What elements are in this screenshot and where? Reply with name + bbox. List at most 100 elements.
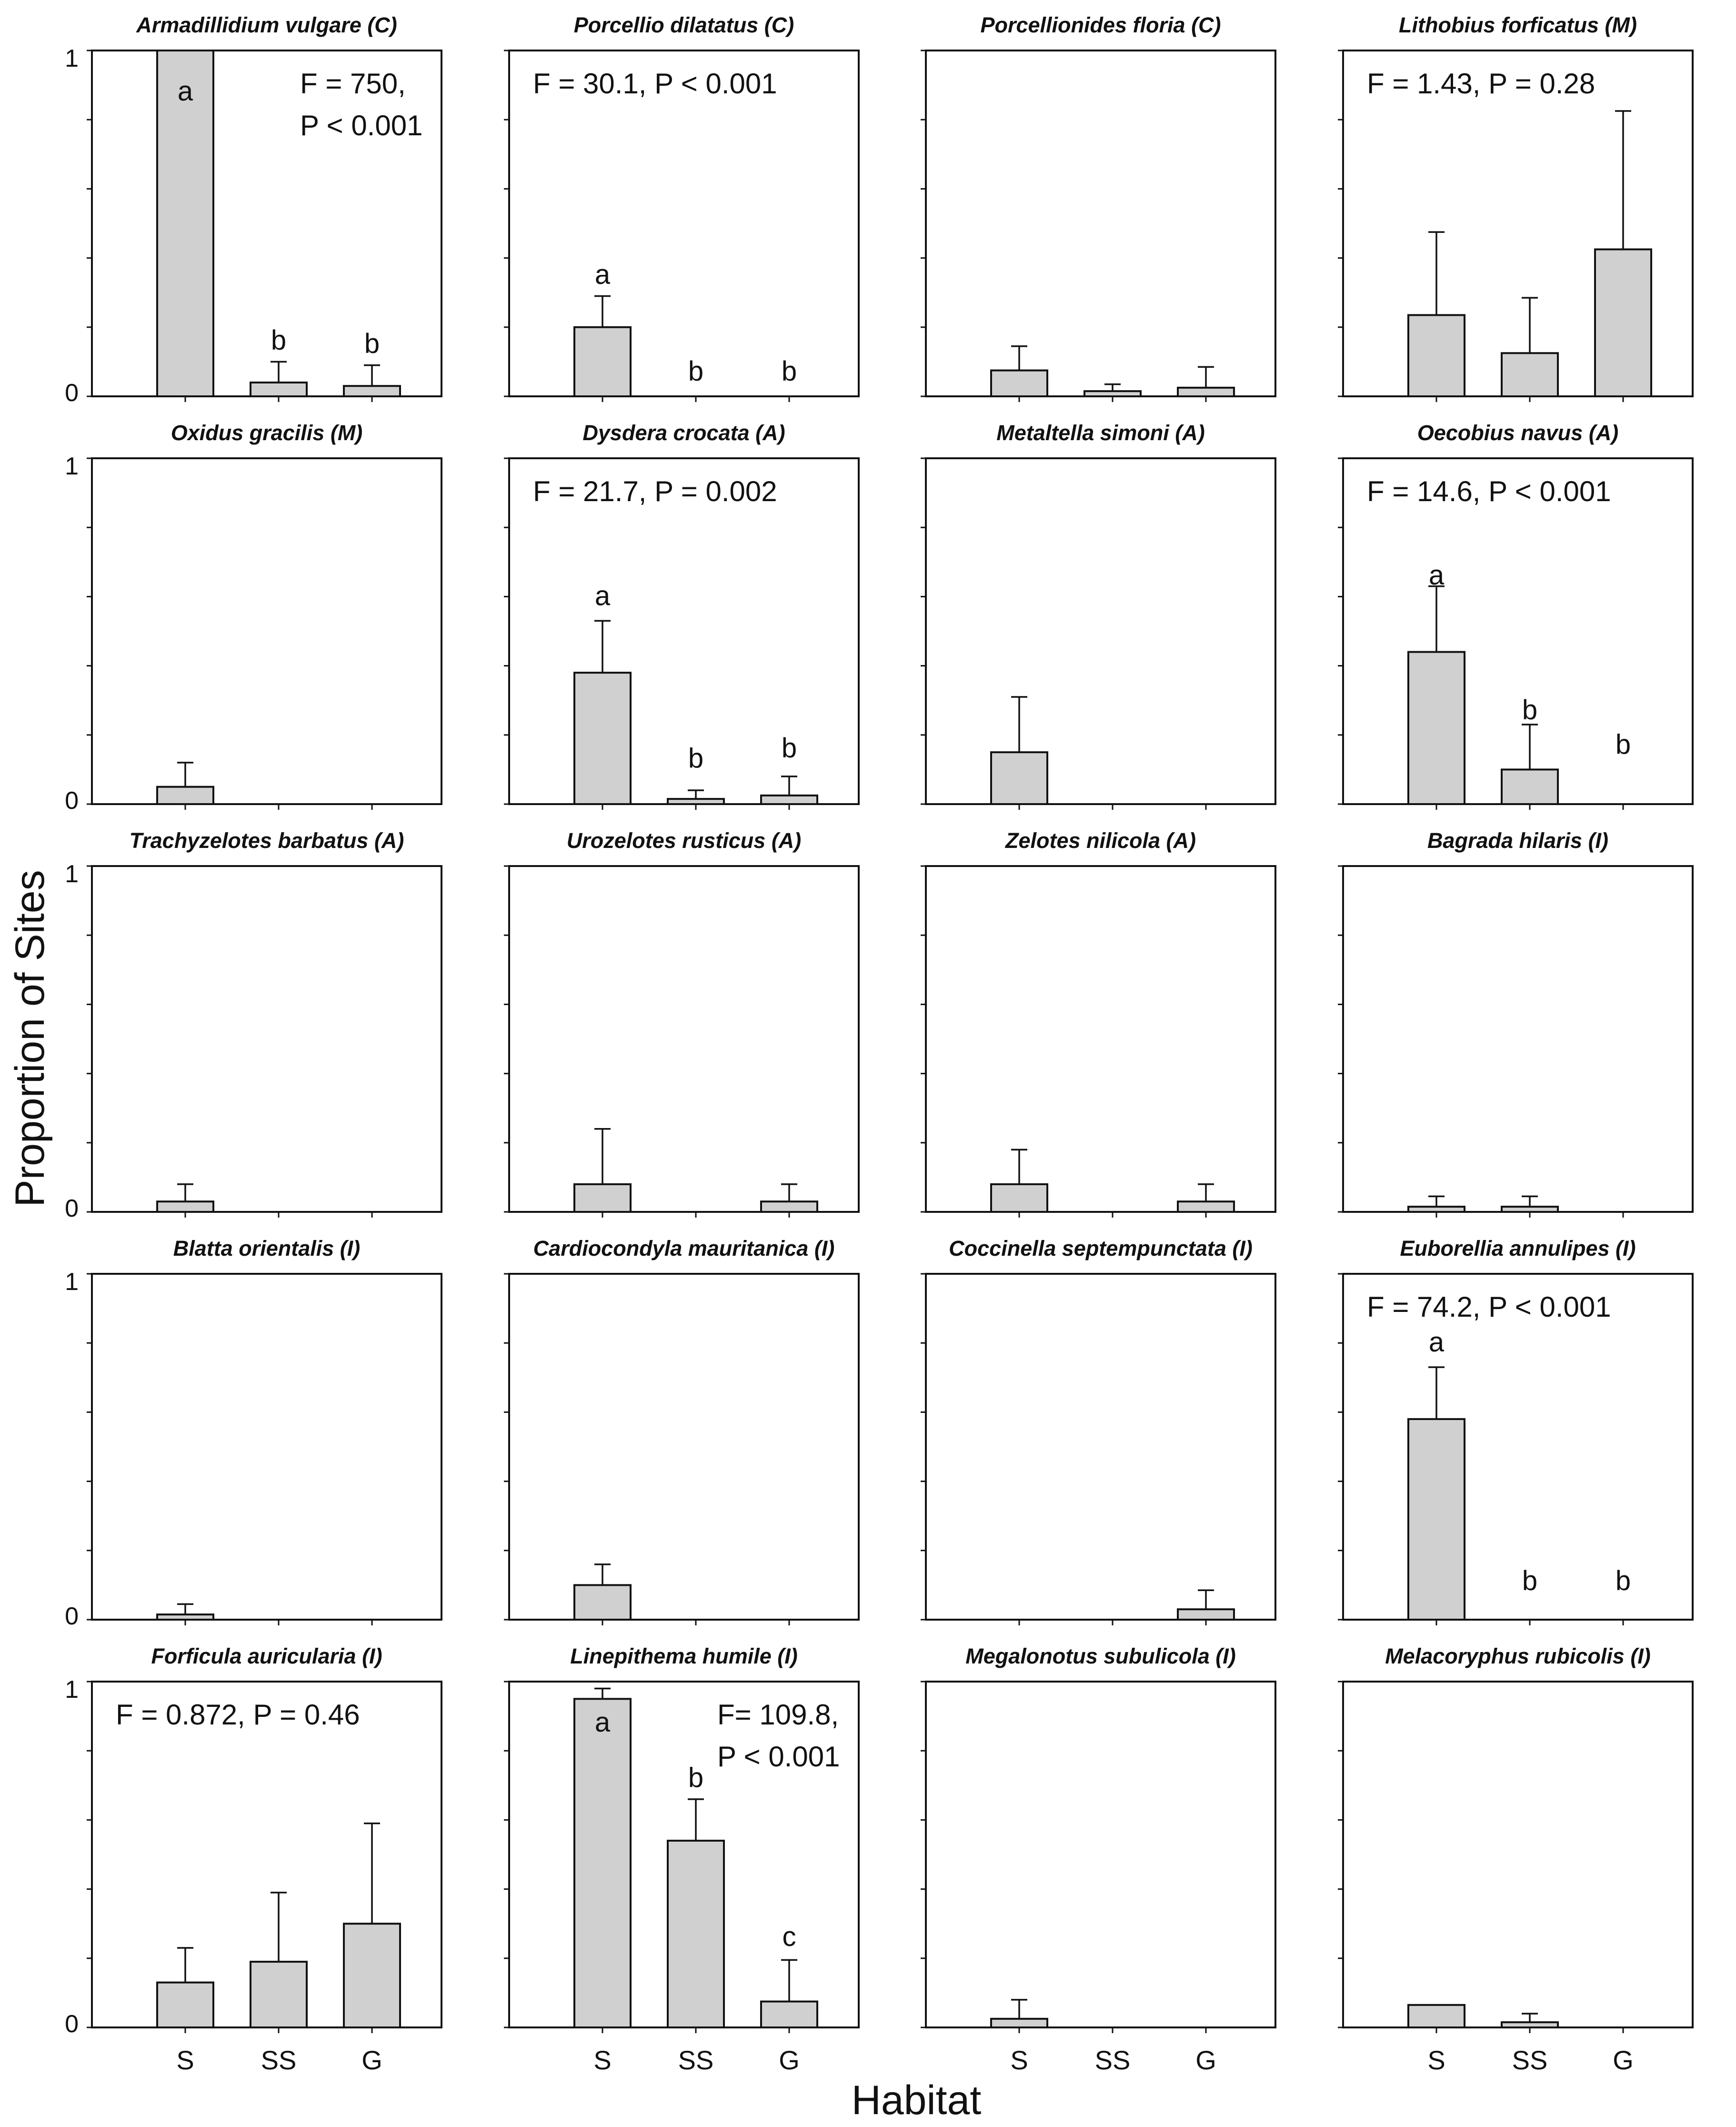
panel-title: Armadillidium vulgare (C) [136, 13, 397, 37]
bar-s [1407, 314, 1465, 398]
plot-frame [925, 457, 1276, 805]
plot-frame [508, 865, 860, 1213]
panel-17: Forficula auricularia (I) 0 1 F = 0.872, P … [65, 1644, 442, 2075]
panel-14: Cardiocondyla mauritanica (I) [504, 1236, 860, 1625]
bar-g [1594, 248, 1652, 397]
panel-16: Euborellia annulipes (I) a b b F = 74.2, P <… [1338, 1236, 1694, 1625]
bar-g [343, 385, 401, 397]
bar-ss [1501, 352, 1559, 397]
panel-2: Porcellio dilatatus (C) a b b F = 30.1, P < … [504, 13, 860, 402]
plot-frame [91, 865, 442, 1213]
bar-s [1407, 1418, 1465, 1621]
y-tick-label-0: 0 [65, 2010, 79, 2038]
plot-frame [925, 1681, 1276, 2028]
x-axis-label: Habitat [852, 2077, 982, 2123]
x-tick-label-s: S [593, 2045, 611, 2075]
significance-letter: b [782, 356, 797, 387]
y-tick-label-1: 1 [65, 860, 79, 888]
panel-20: Melacoryphus rubicolis (I)S SS G [1338, 1644, 1694, 2075]
bar-s [573, 1183, 632, 1213]
significance-letter: b [1616, 729, 1631, 760]
significance-letter: b [364, 328, 380, 359]
x-tick-label-ss: SS [678, 2045, 714, 2075]
panel-title: Metaltella simoni (A) [996, 421, 1205, 445]
significance-letter: a [1429, 560, 1445, 591]
y-tick-label-1: 1 [65, 45, 79, 72]
panel-11: Zelotes nilicola (A) [921, 828, 1276, 1218]
plot-frame [925, 50, 1276, 397]
panel-1: Armadillidium vulgare (C) 0 1 a b b F = 750, P … [65, 13, 442, 407]
significance-letter: b [688, 743, 703, 774]
bar-ss [667, 798, 725, 805]
panel-4: Lithobius forficatus (M) F = 1.43, P = 0.… [1338, 13, 1694, 402]
panel-title: Blatta orientalis (I) [173, 1236, 361, 1260]
bar-g [1177, 1200, 1235, 1213]
plot-frame [1342, 1273, 1694, 1621]
stats-text: P < 0.001 [717, 1741, 840, 1773]
y-tick-label-1: 1 [65, 1676, 79, 1704]
panel-19: Megalonotus subulicola (I)S SS G [921, 1644, 1276, 2075]
panel-title: Porcellio dilatatus (C) [574, 13, 794, 37]
panel-title: Urozelotes rusticus (A) [567, 828, 802, 853]
x-tick-label-g: G [1613, 2045, 1634, 2075]
bar-ss [1501, 1206, 1559, 1213]
panel-3: Porcellionides floria (C) [921, 13, 1276, 402]
panel-title: Porcellionides floria (C) [980, 13, 1221, 37]
significance-letter: a [178, 76, 193, 107]
panel-title: Dysdera crocata (A) [582, 421, 785, 445]
x-tick-label-ss: SS [1512, 2045, 1548, 2075]
bar-s [990, 369, 1048, 397]
plot-frame [508, 457, 860, 805]
stats-text: F = 14.6, P < 0.001 [1367, 475, 1611, 507]
plot-frame [508, 1273, 860, 1621]
panel-title: Zelotes nilicola (A) [1004, 828, 1196, 853]
y-tick-label-0: 0 [65, 1603, 79, 1630]
bar-g [760, 794, 818, 805]
y-tick-label-0: 0 [65, 787, 79, 815]
bar-s [990, 751, 1048, 805]
panel-9: Trachyzelotes barbatus (A) 0 1 [65, 828, 442, 1222]
stats-text: F= 109.8, [717, 1699, 839, 1731]
y-tick-label-1: 1 [65, 1268, 79, 1296]
bar-g [760, 1200, 818, 1213]
bar-ss [1501, 768, 1559, 806]
plot-frame [1342, 1681, 1694, 2028]
bar-s [990, 2017, 1048, 2029]
stats-text: F = 21.7, P = 0.002 [533, 475, 777, 507]
stats-text: F = 30.1, P < 0.001 [533, 68, 777, 100]
panel-title: Euborellia annulipes (I) [1400, 1236, 1636, 1260]
bar-s [1407, 2004, 1465, 2029]
plot-frame [91, 50, 442, 397]
x-tick-label-ss: SS [261, 2045, 297, 2075]
panel-7: Metaltella simoni (A) [921, 421, 1276, 810]
bar-s [1407, 651, 1465, 806]
bar-s [1407, 1206, 1465, 1213]
bar-s [573, 1584, 632, 1621]
significance-letter: a [595, 259, 611, 290]
panel-title: Trachyzelotes barbatus (A) [130, 828, 404, 853]
panel-title: Oecobius navus (A) [1417, 421, 1619, 445]
bar-s [573, 326, 632, 397]
panel-5: Oxidus gracilis (M) 0 1 [65, 421, 442, 815]
panel-10: Urozelotes rusticus (A) [504, 828, 860, 1218]
y-tick-label-0: 0 [65, 379, 79, 407]
significance-letter: a [595, 1707, 611, 1738]
plot-frame [1342, 457, 1694, 805]
panel-title: Oxidus gracilis (M) [171, 421, 363, 445]
significance-letter: b [688, 356, 703, 387]
stats-text: F = 74.2, P < 0.001 [1367, 1291, 1611, 1323]
y-axis-label: Proportion of Sites [7, 870, 53, 1207]
x-tick-label-g: G [779, 2045, 800, 2075]
x-tick-label-s: S [1010, 2045, 1028, 2075]
panel-title: Linepithema humile (I) [570, 1644, 798, 1668]
bar-ss [250, 381, 308, 398]
panel-6: Dysdera crocata (A) a b b F = 21.7, P = 0.00… [504, 421, 860, 810]
x-tick-label-g: G [361, 2045, 382, 2075]
significance-letter: b [271, 325, 286, 356]
panel-12: Bagrada hilaris (I) [1338, 828, 1694, 1218]
bar-g [1177, 386, 1235, 397]
bar-s [156, 1613, 214, 1621]
significance-letter: b [782, 733, 797, 764]
plot-frame [925, 1273, 1276, 1621]
panel-title: Cardiocondyla mauritanica (I) [533, 1236, 835, 1260]
